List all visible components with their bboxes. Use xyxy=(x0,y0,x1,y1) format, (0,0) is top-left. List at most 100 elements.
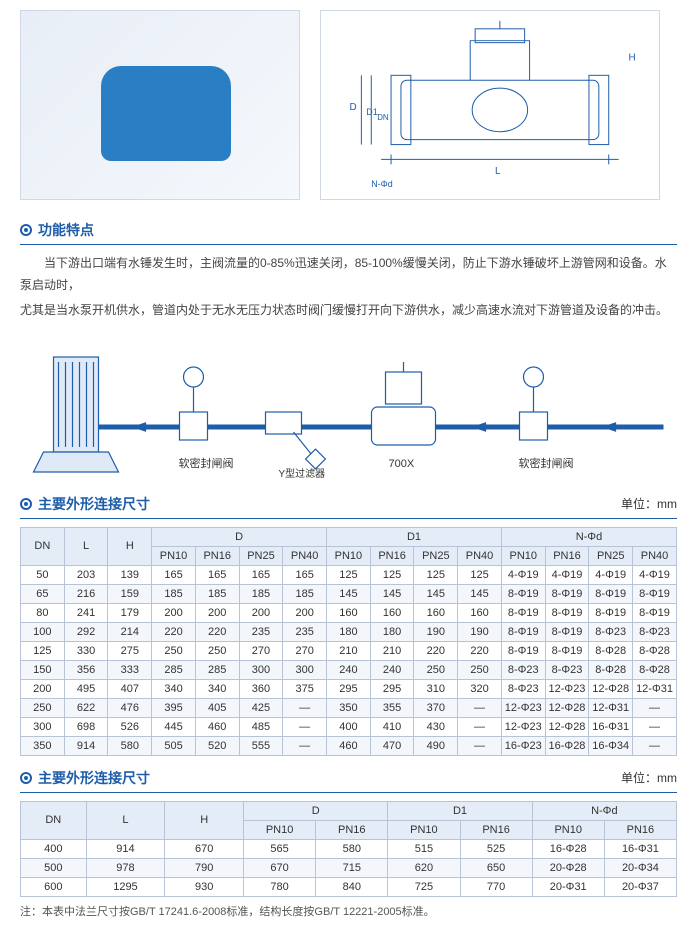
table-cell: 460 xyxy=(195,717,239,736)
table-cell: 165 xyxy=(152,565,196,584)
th-pn: PN16 xyxy=(195,546,239,565)
th-pn: PN10 xyxy=(501,546,545,565)
table-cell: 12-Φ23 xyxy=(501,698,545,717)
table-cell: 16-Φ31 xyxy=(589,717,633,736)
dimension-table-1: DN L H D D1 N-Φd PN10 PN16 PN25 PN40 PN1… xyxy=(20,527,677,756)
table-cell: 160 xyxy=(414,603,458,622)
table-cell: 145 xyxy=(414,584,458,603)
svg-text:H: H xyxy=(629,52,636,63)
table-cell: 400 xyxy=(327,717,371,736)
table-cell: 12-Φ31 xyxy=(589,698,633,717)
features-paragraph-2: 尤其是当水泵开机供水，管道内处于无水无压力状态时阀门缓慢打开向下游供水，减少高速… xyxy=(20,300,677,322)
footnote: 注：本表中法兰尺寸按GB/T 17241.6-2008标准，结构长度按GB/T … xyxy=(20,903,677,919)
table-cell: 165 xyxy=(239,565,283,584)
table-cell: 8-Φ19 xyxy=(501,603,545,622)
table-cell: 200 xyxy=(239,603,283,622)
table-cell: 180 xyxy=(370,622,414,641)
table-cell: 430 xyxy=(414,717,458,736)
table-cell: 340 xyxy=(195,679,239,698)
table-cell: 180 xyxy=(327,622,371,641)
table-cell: 139 xyxy=(108,565,152,584)
table-cell: 8-Φ19 xyxy=(545,603,589,622)
bullet-icon xyxy=(20,224,32,236)
table-cell: 355 xyxy=(370,698,414,717)
table-cell: 20-Φ28 xyxy=(532,858,604,877)
table-cell: 250 xyxy=(195,641,239,660)
table-cell: 159 xyxy=(108,584,152,603)
table-cell: 190 xyxy=(414,622,458,641)
table-cell: 235 xyxy=(283,622,327,641)
table-cell: 8-Φ23 xyxy=(589,622,633,641)
svg-text:Y型过滤器: Y型过滤器 xyxy=(279,467,326,480)
table-cell: 216 xyxy=(64,584,108,603)
table-cell: 220 xyxy=(152,622,196,641)
th-pn: PN16 xyxy=(604,820,676,839)
table-cell: 250 xyxy=(458,660,502,679)
table-cell: 241 xyxy=(64,603,108,622)
table-cell: 8-Φ23 xyxy=(545,660,589,679)
table-cell: 203 xyxy=(64,565,108,584)
table-cell: 160 xyxy=(327,603,371,622)
table-row: 1002922142202202352351801801901908-Φ198-… xyxy=(21,622,677,641)
table-cell: 165 xyxy=(283,565,327,584)
table-cell: 125 xyxy=(370,565,414,584)
table-cell: 526 xyxy=(108,717,152,736)
table-cell: 360 xyxy=(239,679,283,698)
th-pn: PN16 xyxy=(370,546,414,565)
table-row: 502031391651651651651251251251254-Φ194-Φ… xyxy=(21,565,677,584)
table-cell: 670 xyxy=(165,839,244,858)
section-dim2-title: 主要外形连接尺寸 xyxy=(38,768,150,788)
table-cell: 275 xyxy=(108,641,152,660)
table-cell: 515 xyxy=(388,839,460,858)
table-cell: 65 xyxy=(21,584,65,603)
table-cell: 250 xyxy=(414,660,458,679)
table-cell: 185 xyxy=(195,584,239,603)
table-cell: 12-Φ28 xyxy=(545,698,589,717)
table-cell: 8-Φ23 xyxy=(501,660,545,679)
th-nphi: N-Φd xyxy=(532,801,676,820)
tech-drawing-svg: L D D1 DN H N-Φd xyxy=(321,11,659,199)
table-cell: 495 xyxy=(64,679,108,698)
table-row: 652161591851851851851451451451458-Φ198-Φ… xyxy=(21,584,677,603)
table-cell: 125 xyxy=(21,641,65,660)
th-l: L xyxy=(86,801,165,839)
table-cell: 8-Φ19 xyxy=(545,584,589,603)
table-cell: 165 xyxy=(195,565,239,584)
table-cell: 370 xyxy=(414,698,458,717)
table-cell: 525 xyxy=(460,839,532,858)
table-cell: 270 xyxy=(283,641,327,660)
table-cell: 16-Φ31 xyxy=(604,839,676,858)
table-cell: 179 xyxy=(108,603,152,622)
table-cell: — xyxy=(458,736,502,755)
table-cell: 185 xyxy=(283,584,327,603)
table-cell: 580 xyxy=(108,736,152,755)
table-cell: 200 xyxy=(283,603,327,622)
table-cell: 500 xyxy=(21,858,87,877)
section-features-head: 功能特点 xyxy=(20,220,677,245)
th-pn: PN16 xyxy=(460,820,532,839)
table-cell: 240 xyxy=(327,660,371,679)
table-cell: 12-Φ28 xyxy=(589,679,633,698)
table-cell: 8-Φ28 xyxy=(589,641,633,660)
table-cell: 670 xyxy=(244,858,316,877)
table-cell: 8-Φ19 xyxy=(633,584,677,603)
th-nphi: N-Φd xyxy=(501,527,676,546)
table-cell: 240 xyxy=(370,660,414,679)
table-cell: 12-Φ31 xyxy=(633,679,677,698)
table-cell: 555 xyxy=(239,736,283,755)
table-cell: 295 xyxy=(327,679,371,698)
table-cell: 220 xyxy=(458,641,502,660)
th-h: H xyxy=(108,527,152,565)
table-cell: — xyxy=(633,717,677,736)
svg-text:D1: D1 xyxy=(366,107,377,117)
table-cell: 490 xyxy=(414,736,458,755)
th-pn: PN25 xyxy=(239,546,283,565)
table-cell: 300 xyxy=(283,660,327,679)
table-cell: 978 xyxy=(86,858,165,877)
table-cell: 4-Φ19 xyxy=(633,565,677,584)
table-cell: 145 xyxy=(370,584,414,603)
table-cell: 400 xyxy=(21,839,87,858)
table-cell: 8-Φ28 xyxy=(633,641,677,660)
table-cell: 12-Φ23 xyxy=(501,717,545,736)
th-pn: PN40 xyxy=(458,546,502,565)
